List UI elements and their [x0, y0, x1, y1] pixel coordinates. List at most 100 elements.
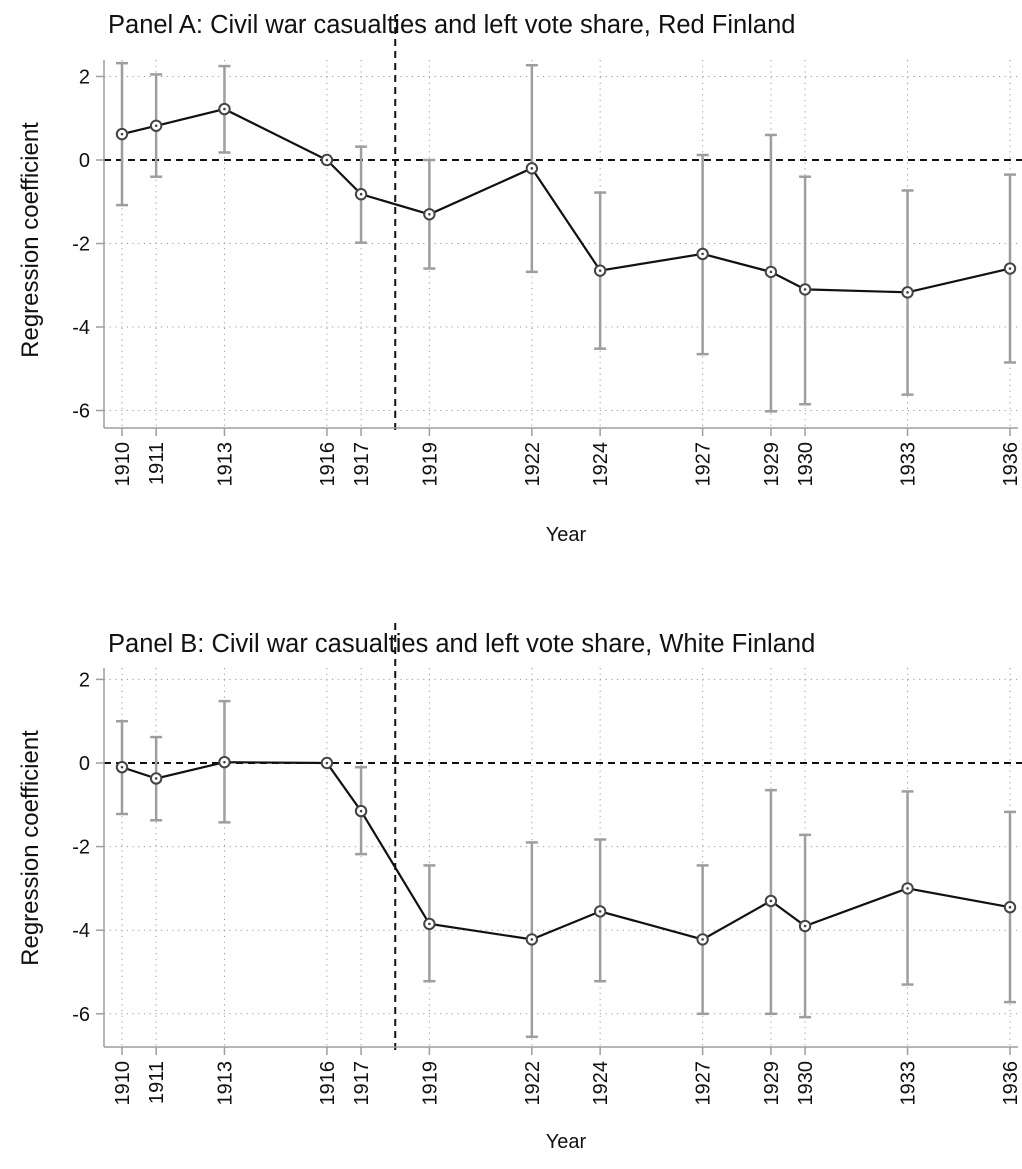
panel-b-x-axis-label: Year [546, 1131, 587, 1153]
point-center [769, 270, 773, 274]
point-center [1008, 905, 1012, 909]
data-point [525, 933, 539, 946]
panel-a-y-ticks: 2 0 -2 -4 -6 [72, 67, 104, 423]
panel-b-y-axis-label: Regression coefficient [17, 730, 44, 966]
x-tick-label: 1927 [693, 1061, 715, 1106]
series-line [121, 107, 1011, 294]
data-point [798, 283, 812, 296]
x-tick-label: 1929 [761, 1061, 783, 1106]
point-center [906, 887, 909, 890]
x-tick-label: 1936 [1000, 442, 1022, 487]
x-tick-label: 1913 [214, 442, 236, 487]
x-tick-label: 1933 [898, 1061, 920, 1106]
y-tick-label: 0 [79, 753, 90, 775]
point-center [154, 124, 158, 128]
point-center [701, 252, 704, 256]
x-tick-label: 1929 [761, 442, 783, 487]
data-point [354, 188, 368, 201]
panel-b-y-ticks: 2 0 -2 -4 -6 [72, 669, 104, 1026]
data-point [218, 755, 231, 769]
panel-a-x-axis-label: Year [546, 524, 587, 546]
x-tick-label: 1916 [317, 442, 339, 487]
point-center [598, 910, 602, 913]
data-point [593, 264, 607, 277]
x-tick-label: 1916 [317, 1061, 339, 1106]
data-point [115, 127, 129, 141]
point-center [120, 132, 124, 136]
point-center [906, 291, 909, 294]
x-tick-label: 1911 [146, 1061, 168, 1104]
x-tick-label: 1919 [419, 442, 441, 487]
data-point [764, 265, 778, 279]
data-point [354, 804, 368, 818]
y-tick-label: -2 [72, 234, 90, 256]
x-tick-label: 1930 [795, 1061, 817, 1106]
x-tick-label: 1924 [590, 1061, 612, 1106]
x-tick-label: 1922 [522, 1061, 544, 1106]
x-tick-label: 1910 [112, 1061, 134, 1106]
panel-a-x-ticks: 1910 1911 1913 1916 1917 1919 1922 1924 1927 1929… [112, 428, 1022, 487]
panel-a-y-axis-label: Regression coefficient [17, 122, 44, 358]
data-point [423, 208, 436, 221]
point-center [359, 192, 363, 196]
panel-a-reference-lines [104, 15, 1022, 433]
point-center [359, 809, 363, 813]
x-tick-label: 1927 [693, 442, 715, 487]
data-point [593, 905, 607, 918]
y-tick-label: -2 [72, 837, 90, 859]
panel-a-series-line [121, 107, 1011, 294]
x-tick-label: 1930 [795, 442, 817, 487]
point-center [325, 761, 329, 765]
x-tick-label: 1911 [146, 442, 168, 485]
data-point [149, 119, 163, 132]
data-point [320, 756, 334, 770]
data-point [218, 102, 231, 116]
panel-b-series-line [121, 761, 1011, 941]
y-tick-label: 2 [79, 67, 90, 89]
panel-b-points [115, 755, 1017, 946]
point-center [803, 288, 807, 291]
panel-b-reference-lines [104, 623, 1022, 1052]
data-point [901, 286, 914, 299]
panel-a-points [115, 102, 1017, 299]
data-point [901, 882, 914, 895]
data-point [764, 894, 778, 908]
y-tick-label: 2 [79, 669, 90, 691]
point-center [530, 938, 534, 941]
y-tick-label: -4 [72, 920, 90, 942]
x-tick-label: 1910 [112, 442, 134, 487]
point-center [154, 777, 158, 780]
point-center [701, 938, 704, 941]
point-center [769, 899, 773, 903]
panel-b-title: Panel B: Civil war casualties and left v… [108, 630, 815, 658]
data-point [798, 919, 812, 933]
data-point [149, 772, 163, 785]
data-point [115, 760, 129, 774]
panel-a: Panel A: Civil war casualties and left v… [17, 11, 1022, 546]
panel-b-grid [104, 668, 1018, 1047]
data-point [696, 247, 709, 261]
panel-b-error-bars [116, 699, 1016, 1039]
x-tick-label: 1917 [351, 442, 373, 487]
data-point [320, 153, 334, 167]
point-center [530, 167, 534, 170]
point-center [223, 107, 226, 111]
x-tick-label: 1922 [522, 442, 544, 487]
point-center [325, 158, 329, 162]
panel-b-axes [103, 668, 1018, 1048]
y-tick-label: -6 [72, 401, 90, 423]
panel-b-x-ticks: 1910 1911 1913 1916 1917 1919 1922 1924 1927 1929… [112, 1047, 1022, 1106]
x-tick-label: 1933 [898, 442, 920, 487]
x-tick-label: 1924 [590, 442, 612, 487]
panel-a-error-bars [116, 61, 1016, 413]
x-tick-label: 1936 [1000, 1061, 1022, 1106]
data-point [1003, 262, 1017, 275]
point-center [598, 269, 602, 272]
data-point [1003, 901, 1017, 914]
data-point [423, 917, 436, 931]
point-center [428, 212, 431, 216]
point-center [428, 922, 431, 926]
panel-a-grid [104, 60, 1018, 428]
